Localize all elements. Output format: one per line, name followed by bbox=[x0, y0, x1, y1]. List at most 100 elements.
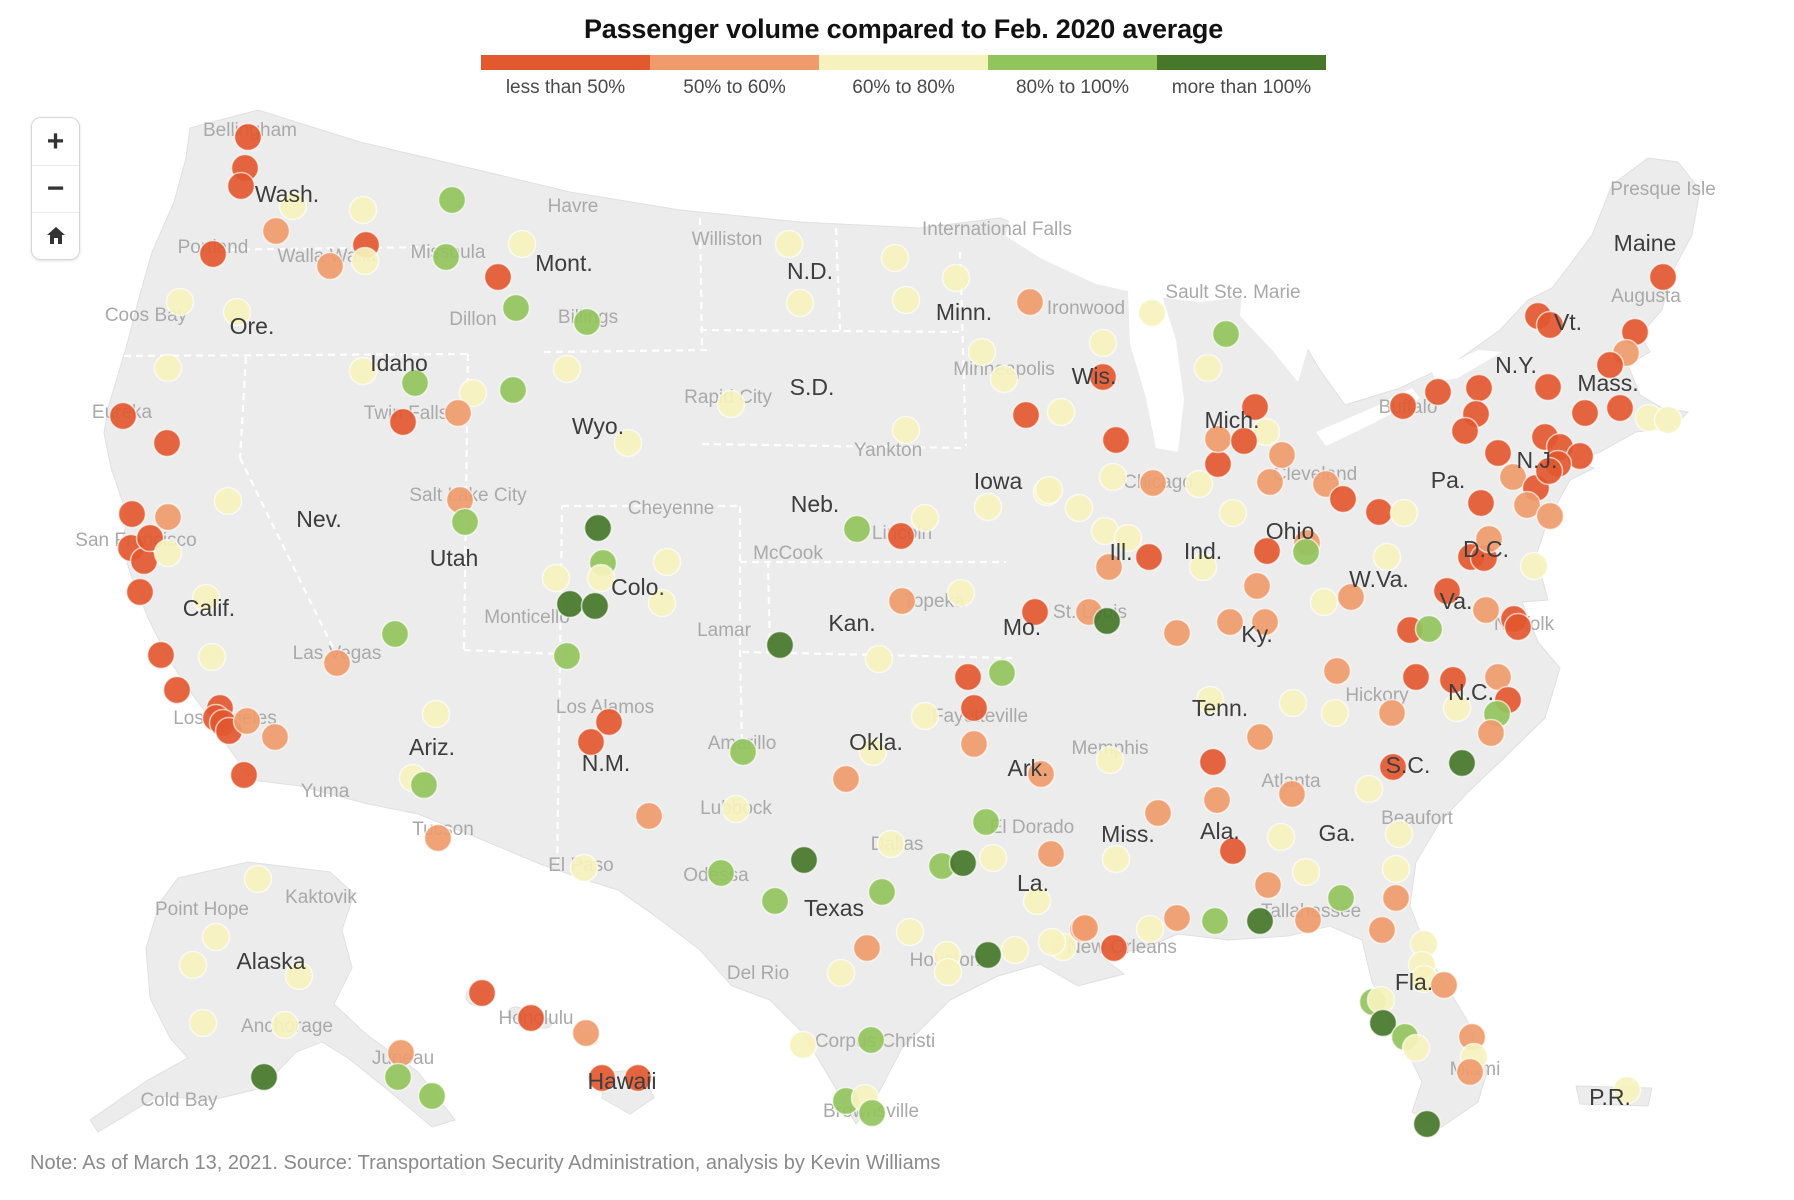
airport-dot[interactable] bbox=[284, 961, 314, 991]
airport-dot[interactable] bbox=[1612, 1075, 1642, 1105]
airport-dot[interactable] bbox=[191, 583, 221, 613]
airport-dot[interactable] bbox=[789, 845, 819, 875]
airport-dot[interactable] bbox=[1455, 1057, 1485, 1087]
airport-dot[interactable] bbox=[1252, 536, 1282, 566]
airport-dot[interactable] bbox=[1198, 747, 1228, 777]
airport-dot[interactable] bbox=[552, 641, 582, 671]
airport-dot[interactable] bbox=[222, 297, 252, 327]
airport-dot[interactable] bbox=[117, 499, 147, 529]
airport-dot[interactable] bbox=[270, 1010, 300, 1040]
airport-dot[interactable] bbox=[569, 853, 599, 883]
airport-dot[interactable] bbox=[1242, 571, 1272, 601]
airport-dot[interactable] bbox=[867, 877, 897, 907]
airport-dot[interactable] bbox=[1450, 416, 1480, 446]
airport-dot[interactable] bbox=[1498, 462, 1528, 492]
airport-dot[interactable] bbox=[842, 514, 872, 544]
airport-dot[interactable] bbox=[978, 843, 1008, 873]
airport-dot[interactable] bbox=[1215, 607, 1245, 637]
airport-dot[interactable] bbox=[891, 285, 921, 315]
airport-dot[interactable] bbox=[1309, 587, 1339, 617]
airport-dot[interactable] bbox=[826, 958, 856, 988]
airport-dot[interactable] bbox=[1193, 353, 1223, 383]
airport-dot[interactable] bbox=[153, 502, 183, 532]
airport-dot[interactable] bbox=[721, 794, 751, 824]
airport-dot[interactable] bbox=[1378, 752, 1408, 782]
airport-dot[interactable] bbox=[580, 591, 610, 621]
airport-dot[interactable] bbox=[1326, 883, 1356, 913]
airport-dot[interactable] bbox=[652, 547, 682, 577]
airport-dot[interactable] bbox=[152, 428, 182, 458]
airport-dot[interactable] bbox=[437, 185, 467, 215]
airport-dot[interactable] bbox=[1648, 262, 1678, 292]
airport-dot[interactable] bbox=[785, 288, 815, 318]
airport-dot[interactable] bbox=[383, 1062, 413, 1092]
airport-dot[interactable] bbox=[261, 216, 291, 246]
airport-dot[interactable] bbox=[1162, 903, 1192, 933]
airport-dot[interactable] bbox=[1037, 927, 1067, 957]
airport-dot[interactable] bbox=[1414, 614, 1444, 644]
airport-dot[interactable] bbox=[1101, 425, 1131, 455]
airport-dot[interactable] bbox=[910, 503, 940, 533]
airport-dot[interactable] bbox=[1519, 551, 1549, 581]
airport-dot[interactable] bbox=[910, 701, 940, 731]
airport-dot[interactable] bbox=[858, 737, 888, 767]
airport-dot[interactable] bbox=[576, 727, 606, 757]
airport-dot[interactable] bbox=[501, 293, 531, 323]
airport-dot[interactable] bbox=[1534, 456, 1564, 486]
home-button[interactable] bbox=[32, 212, 79, 259]
airport-dot[interactable] bbox=[1278, 688, 1308, 718]
airport-dot[interactable] bbox=[423, 823, 453, 853]
airport-dot[interactable] bbox=[555, 589, 585, 619]
airport-dot[interactable] bbox=[989, 364, 1019, 394]
airport-dot[interactable] bbox=[1388, 391, 1418, 421]
airport-dot[interactable] bbox=[188, 1008, 218, 1038]
airport-dot[interactable] bbox=[987, 658, 1017, 688]
airport-dot[interactable] bbox=[498, 375, 528, 405]
airport-dot[interactable] bbox=[1046, 397, 1076, 427]
airport-dot[interactable] bbox=[226, 171, 256, 201]
airport-dot[interactable] bbox=[348, 195, 378, 225]
airport-dot[interactable] bbox=[728, 737, 758, 767]
airport-dot[interactable] bbox=[1322, 656, 1352, 686]
airport-dot[interactable] bbox=[1036, 839, 1066, 869]
airport-dot[interactable] bbox=[1328, 484, 1358, 514]
airport-dot[interactable] bbox=[1401, 1033, 1431, 1063]
airport-dot[interactable] bbox=[1245, 906, 1275, 936]
airport-dot[interactable] bbox=[1211, 319, 1241, 349]
airport-dot[interactable] bbox=[583, 513, 613, 543]
airport-dot[interactable] bbox=[1020, 597, 1050, 627]
airport-dot[interactable] bbox=[857, 1098, 887, 1128]
airport-dot[interactable] bbox=[153, 353, 183, 383]
airport-dot[interactable] bbox=[1476, 718, 1506, 748]
airport-dot[interactable] bbox=[1245, 722, 1275, 752]
airport-dot[interactable] bbox=[507, 229, 537, 259]
airport-dot[interactable] bbox=[973, 940, 1003, 970]
airport-dot[interactable] bbox=[1464, 373, 1494, 403]
airport-dot[interactable] bbox=[1202, 785, 1232, 815]
airport-dot[interactable] bbox=[1474, 524, 1504, 554]
airport-dot[interactable] bbox=[760, 886, 790, 916]
airport-dot[interactable] bbox=[1503, 612, 1533, 642]
airport-dot[interactable] bbox=[1195, 685, 1225, 715]
airport-dot[interactable] bbox=[1447, 748, 1477, 778]
airport-dot[interactable] bbox=[1098, 462, 1128, 492]
airport-dot[interactable] bbox=[1015, 287, 1045, 317]
airport-dot[interactable] bbox=[380, 619, 410, 649]
airport-dot[interactable] bbox=[1442, 693, 1472, 723]
airport-dot[interactable] bbox=[1423, 377, 1453, 407]
airport-dot[interactable] bbox=[1367, 915, 1397, 945]
airport-dot[interactable] bbox=[1267, 440, 1297, 470]
airport-dot[interactable] bbox=[946, 578, 976, 608]
airport-dot[interactable] bbox=[1266, 822, 1296, 852]
airport-dot[interactable] bbox=[647, 588, 677, 618]
airport-dot[interactable] bbox=[572, 307, 602, 337]
airport-dot[interactable] bbox=[852, 933, 882, 963]
airport-dot[interactable] bbox=[1372, 542, 1402, 572]
airport-dot[interactable] bbox=[1143, 798, 1173, 828]
airport-dot[interactable] bbox=[1101, 844, 1131, 874]
airport-dot[interactable] bbox=[467, 978, 497, 1008]
airport-dot[interactable] bbox=[1432, 576, 1462, 606]
airport-dot[interactable] bbox=[1535, 501, 1565, 531]
airport-dot[interactable] bbox=[1026, 759, 1056, 789]
